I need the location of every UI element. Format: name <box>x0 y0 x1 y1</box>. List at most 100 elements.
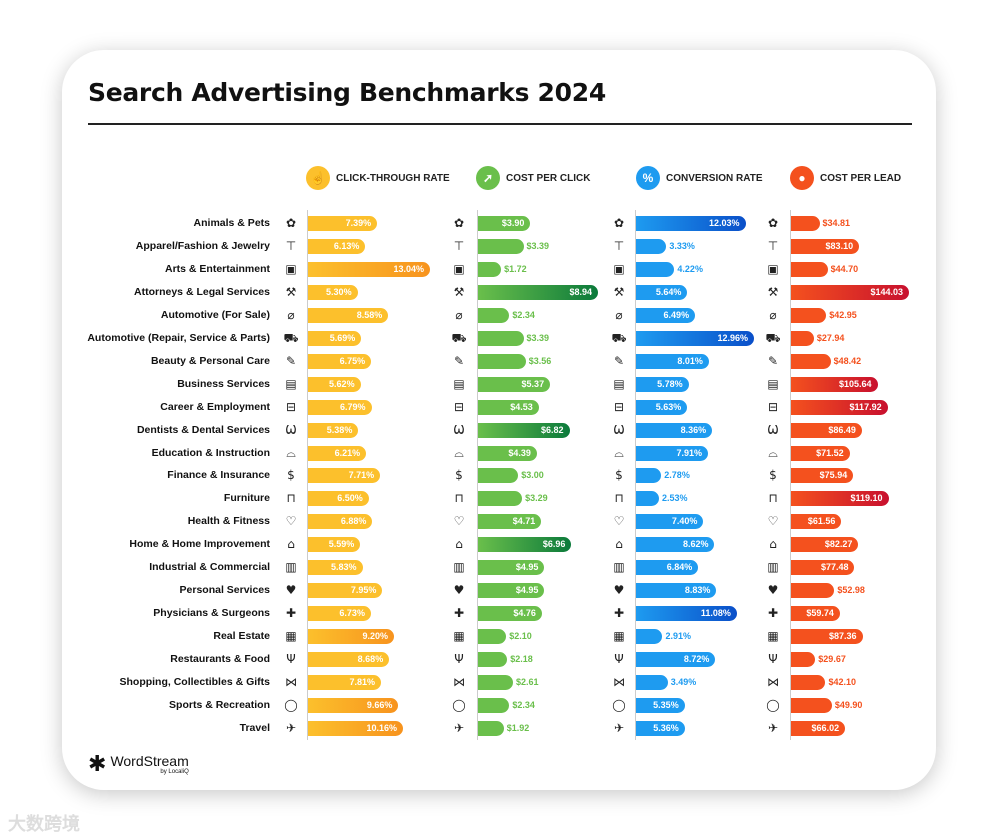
tshirt-icon: ⊤ <box>285 238 297 253</box>
tag-icon: ⌀ <box>287 307 295 322</box>
bar <box>791 422 862 438</box>
armchair-icon: ⊓ <box>614 491 624 506</box>
house-icon: ⌂ <box>615 537 623 552</box>
column-header-label: CONVERSION RATE <box>666 172 763 184</box>
bar-value-label: 5.36% <box>653 722 679 733</box>
bar-value-label: $2.61 <box>516 677 539 687</box>
newspaper-icon: ▤ <box>613 376 625 391</box>
bar-value-label: $1.72 <box>504 263 527 274</box>
bar-value-label: 8.58% <box>356 309 383 320</box>
bar-value-label: 5.30% <box>326 286 352 297</box>
bar <box>478 629 507 645</box>
bar-value-label: 5.83% <box>331 562 357 573</box>
medical-cross-icon: ✚ <box>613 606 625 621</box>
category-label: Beauty & Personal Care <box>150 354 270 367</box>
armchair-icon: ⊓ <box>454 491 464 506</box>
tag-icon: ⌀ <box>769 307 777 322</box>
bar-value-label: 2.91% <box>665 631 692 642</box>
bar <box>308 376 361 392</box>
bar <box>308 216 378 231</box>
bar <box>308 468 381 484</box>
bar-value-label: $77.48 <box>820 562 849 573</box>
brush-icon: ✎ <box>767 353 779 368</box>
watermark: 大数跨境 <box>8 814 80 834</box>
bar-value-label: 5.64% <box>655 286 682 297</box>
picture-icon: ▣ <box>767 261 779 276</box>
bar <box>308 261 430 277</box>
hand-heart-icon: ♥ <box>613 583 625 598</box>
car-icon: ⛟ <box>611 330 627 345</box>
bar-value-label: 11.08% <box>700 608 731 619</box>
bar-value-label: 8.01% <box>677 355 703 366</box>
bar <box>791 468 854 484</box>
bar-value-label: $6.96 <box>542 539 566 550</box>
category-label: Travel <box>239 721 270 734</box>
bar <box>308 330 362 346</box>
bar-value-label: $3.56 <box>528 355 552 366</box>
bar-value-label: $4.95 <box>515 562 539 573</box>
piggy-bank-icon: $ <box>769 468 777 483</box>
bar <box>791 720 846 736</box>
hand-heart-icon: ♥ <box>453 583 465 598</box>
bar-value-label: 9.20% <box>362 631 389 642</box>
briefcase-icon: ⊟ <box>767 399 779 414</box>
paw-icon: ✿ <box>613 216 625 230</box>
bar <box>478 376 551 392</box>
column-axis <box>635 210 636 740</box>
bar <box>308 537 361 553</box>
car-icon: ⛟ <box>451 330 467 345</box>
bow-icon: ⋈ <box>453 675 465 689</box>
medical-cross-icon: ✚ <box>453 606 465 621</box>
bow-icon: ⋈ <box>285 675 297 689</box>
bar <box>478 238 524 254</box>
bar-value-label: $66.02 <box>811 722 840 733</box>
bar-value-label: 7.81% <box>349 677 376 687</box>
bar <box>308 307 389 323</box>
factory-icon: ▥ <box>453 560 465 575</box>
piggy-bank-icon: $ <box>287 468 295 483</box>
tooth-icon: Ѡ <box>767 422 779 437</box>
bar <box>636 353 709 369</box>
bar-value-label: $44.70 <box>830 263 859 274</box>
armchair-icon: ⊓ <box>286 491 296 506</box>
bar-value-label: $144.03 <box>870 286 903 297</box>
bar <box>636 261 675 277</box>
bar <box>791 238 860 254</box>
column-header: ➚ COST PER CLICK <box>476 166 590 190</box>
bow-icon: ⋈ <box>613 675 625 689</box>
category-label: Education & Instruction <box>151 446 270 459</box>
category-label: Animals & Pets <box>193 217 270 229</box>
bar-value-label: $27.94 <box>816 332 845 343</box>
title-divider <box>88 123 912 125</box>
page-title: Search Advertising Benchmarks 2024 <box>88 78 606 107</box>
bar-value-label: $4.71 <box>512 516 536 527</box>
bar-value-label: 10.16% <box>366 722 398 733</box>
medical-cross-icon: ✚ <box>285 606 297 621</box>
bar-value-label: $2.10 <box>509 631 532 642</box>
bar <box>636 652 716 668</box>
hand-heart-icon: ♥ <box>285 583 297 598</box>
bar-value-label: $61.56 <box>807 516 836 527</box>
bar <box>791 284 909 300</box>
wordstream-logo: ✱ WordStream by LocaliQ <box>88 752 189 777</box>
bar-value-label: $86.49 <box>828 424 856 435</box>
bar <box>791 606 840 622</box>
tooth-icon: Ѡ <box>453 422 465 437</box>
column-axis <box>307 210 308 740</box>
bar-value-label: $4.95 <box>515 585 539 596</box>
briefcase-icon: ⊟ <box>453 399 465 414</box>
fork-knife-icon: Ψ <box>768 652 778 667</box>
bar <box>478 353 526 369</box>
tshirt-icon: ⊤ <box>453 238 465 253</box>
bar-value-label: $48.42 <box>833 355 862 366</box>
bar <box>478 537 572 553</box>
newspaper-icon: ▤ <box>285 376 297 391</box>
ball-icon: ◯ <box>452 697 466 712</box>
briefcase-icon: ⊟ <box>285 399 297 414</box>
airplane-icon: ✈ <box>285 720 297 735</box>
bar-value-label: 5.38% <box>326 424 353 435</box>
brush-icon: ✎ <box>285 353 297 368</box>
bar <box>636 307 696 323</box>
bar <box>791 697 832 713</box>
bar <box>636 238 667 254</box>
